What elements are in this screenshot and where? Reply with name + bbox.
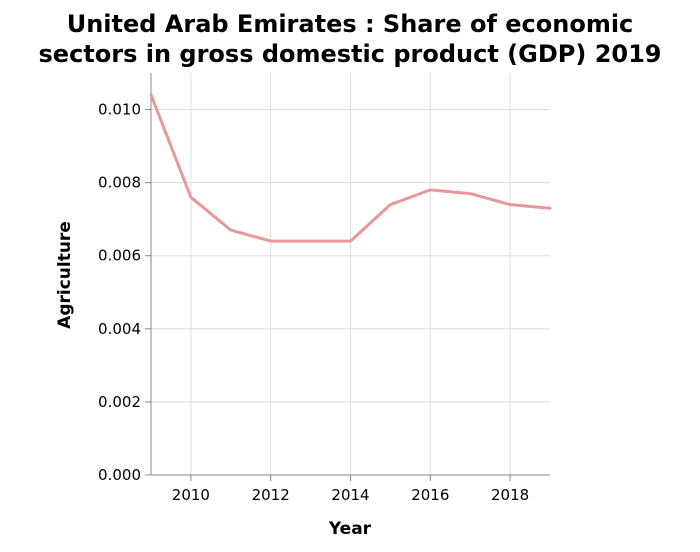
x-tick-label: 2010 (172, 486, 210, 504)
x-axis-title: Year (328, 519, 372, 539)
y-tick-label: 0.002 (98, 393, 141, 411)
x-tick-label: 2018 (491, 486, 529, 504)
x-tick-label: 2012 (252, 486, 290, 504)
y-tick-label: 0.008 (98, 174, 141, 192)
y-tick-label: 0.004 (98, 320, 141, 338)
axes: 0.000 0.002 0.004 0.006 0.008 0.010 2010 2012 20… (98, 73, 550, 504)
x-tick-label: 2016 (411, 486, 449, 504)
chart-title-line-2: sectors in gross domestic product (GDP) … (39, 40, 662, 68)
x-tick-label: 2014 (331, 486, 369, 504)
chart-title-line-1: United Arab Emirates : Share of economic (67, 10, 634, 38)
y-tick-label: 0.010 (98, 101, 141, 119)
y-axis-title: Agriculture (55, 221, 75, 329)
grid (151, 73, 550, 476)
series-layer (149, 93, 552, 243)
y-tick-label: 0.006 (98, 247, 141, 265)
series-line (149, 93, 552, 243)
y-tick-label: 0.000 (98, 466, 141, 484)
